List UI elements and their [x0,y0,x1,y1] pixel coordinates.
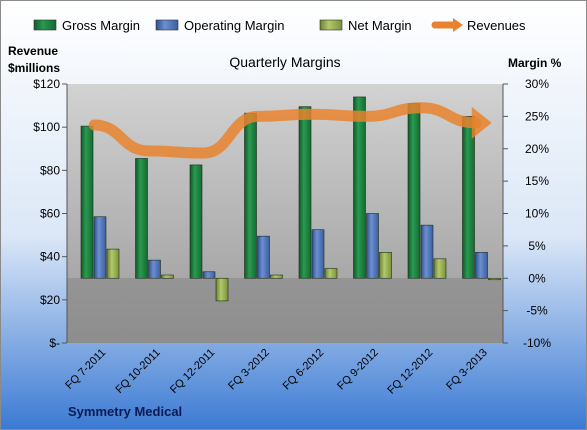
left-tick-label: $100 [33,120,60,134]
plot-lower-band [67,278,503,343]
operating-margin-bar [311,229,325,279]
left-axis: $120 $100 $80 $60 $40 $20 $- [33,77,68,350]
gross-margin-bar [189,164,203,279]
right-tick-label: 25% [525,109,549,123]
chart-title: Quarterly Margins [229,54,340,70]
left-tick-label: $120 [33,77,60,91]
net-margin-bar [270,274,283,279]
net-margin-bar [324,268,338,279]
right-tick-label: 10% [525,207,549,221]
gross-margin-bar [407,103,421,279]
right-tick-label: 5% [528,239,546,253]
operating-margin-bar [148,259,161,279]
net-margin-bar [488,277,501,281]
net-margin-bar [433,258,447,279]
net-margin-bar [215,277,229,302]
right-tick-label: -10% [523,336,551,350]
left-tick-label: $40 [40,250,60,264]
operating-margin-bar [366,213,379,279]
net-margin-bar [106,248,120,279]
right-axis: 30% 25% 20% 15% 10% 5% 0% -5% -10% [502,77,551,350]
gross-margin-bar [244,112,257,279]
gross-margin-bar [80,125,94,279]
left-axis-label-line2: $millions [8,61,60,75]
right-tick-label: 15% [525,174,549,188]
gross-margin-bar [298,106,312,279]
revenues-arrowhead [471,106,492,139]
right-axis-label: Margin % [508,56,562,70]
revenues-line [88,102,482,159]
operating-margin-bar [257,235,270,279]
net-margin-bar [379,252,392,279]
company-name: Symmetry Medical [68,404,182,419]
operating-margin-bar [420,224,434,279]
gross-margin-bar [135,158,148,279]
right-tick-label: -5% [526,304,548,318]
right-tick-label: 30% [525,77,549,91]
left-axis-label-line1: Revenue [8,44,58,58]
net-margin-bar [161,274,174,279]
legend-swatch-operating-margin [155,19,179,31]
legend-label-gross-margin: Gross Margin [62,18,140,33]
operating-margin-bar [475,252,488,279]
legend-swatch-net-margin [319,19,343,31]
operating-margin-bar [93,216,107,279]
legend-label-operating-margin: Operating Margin [184,18,284,33]
left-tick-label: $- [49,336,60,350]
legend-swatch-gross-margin [33,19,57,31]
left-tick-label: $60 [40,207,60,221]
left-tick-label: $80 [40,163,60,177]
bars [80,96,501,302]
revenue-line [88,102,492,159]
gross-margin-bar [462,116,475,279]
right-tick-label: 20% [525,142,549,156]
left-tick-label: $20 [40,293,60,307]
legend-label-revenues: Revenues [467,18,526,33]
operating-margin-bar [202,271,216,279]
right-tick-label: 0% [528,271,546,285]
legend: Gross Margin Operating Margin Net Margin Re… [33,18,526,33]
legend-label-net-margin: Net Margin [348,18,412,33]
legend-arrow-revenues [453,18,463,32]
gross-margin-bar [353,96,366,279]
